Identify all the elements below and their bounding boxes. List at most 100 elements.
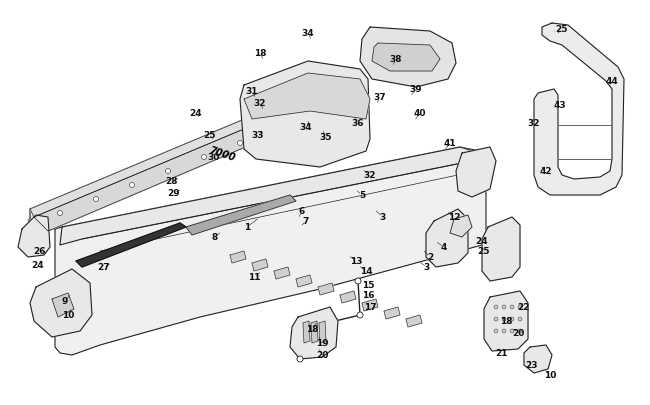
Circle shape xyxy=(518,329,522,333)
Circle shape xyxy=(357,312,363,318)
Text: 11: 11 xyxy=(248,273,260,282)
Text: 4: 4 xyxy=(441,243,447,252)
Polygon shape xyxy=(290,307,338,359)
Polygon shape xyxy=(303,321,310,343)
Polygon shape xyxy=(55,148,486,355)
Polygon shape xyxy=(60,148,486,245)
Polygon shape xyxy=(240,62,370,168)
Text: 30: 30 xyxy=(208,153,220,162)
Text: 18: 18 xyxy=(254,49,266,58)
Text: 42: 42 xyxy=(540,167,552,176)
Polygon shape xyxy=(30,269,92,337)
Text: 24: 24 xyxy=(190,109,202,118)
Polygon shape xyxy=(319,321,326,343)
Text: 36: 36 xyxy=(352,119,364,128)
Text: 20: 20 xyxy=(512,329,524,338)
Text: 3: 3 xyxy=(424,263,430,272)
Polygon shape xyxy=(76,224,186,267)
Circle shape xyxy=(274,127,278,132)
Text: 23: 23 xyxy=(526,360,538,370)
Circle shape xyxy=(494,329,498,333)
Text: 34: 34 xyxy=(300,123,312,132)
Circle shape xyxy=(129,183,135,188)
Text: 32: 32 xyxy=(254,99,266,108)
Polygon shape xyxy=(30,80,358,217)
Circle shape xyxy=(510,305,514,309)
Circle shape xyxy=(518,305,522,309)
Text: 22: 22 xyxy=(518,303,530,312)
Polygon shape xyxy=(244,74,370,120)
Circle shape xyxy=(297,356,303,362)
Circle shape xyxy=(202,155,207,160)
Text: 18: 18 xyxy=(306,325,318,334)
Polygon shape xyxy=(52,293,74,317)
Circle shape xyxy=(166,169,170,174)
Text: 34: 34 xyxy=(302,30,315,38)
Text: 43: 43 xyxy=(554,101,566,110)
Text: 28: 28 xyxy=(166,177,178,186)
Circle shape xyxy=(237,141,242,146)
Text: 5: 5 xyxy=(359,191,365,200)
Text: 29: 29 xyxy=(168,189,180,198)
Text: 35: 35 xyxy=(320,133,332,142)
Circle shape xyxy=(502,305,506,309)
Text: 24: 24 xyxy=(32,261,44,270)
Text: 32: 32 xyxy=(364,171,376,180)
Text: 25: 25 xyxy=(478,247,490,256)
Text: 19: 19 xyxy=(316,339,328,347)
Circle shape xyxy=(502,317,506,321)
Polygon shape xyxy=(18,215,50,257)
Text: 13: 13 xyxy=(350,257,362,266)
Polygon shape xyxy=(318,284,334,295)
Text: 37: 37 xyxy=(374,93,386,102)
Polygon shape xyxy=(186,196,296,235)
Text: 38: 38 xyxy=(390,55,402,64)
Text: 7000: 7000 xyxy=(207,145,237,162)
Text: 2: 2 xyxy=(427,253,433,262)
Text: 3: 3 xyxy=(380,213,386,222)
Text: 6: 6 xyxy=(299,207,305,216)
Text: 24: 24 xyxy=(476,237,488,246)
Polygon shape xyxy=(252,259,268,271)
Polygon shape xyxy=(372,44,440,72)
Text: 39: 39 xyxy=(410,85,422,94)
Circle shape xyxy=(355,278,361,284)
Text: 9: 9 xyxy=(62,297,68,306)
Text: 25: 25 xyxy=(556,26,568,34)
Polygon shape xyxy=(484,291,528,351)
Text: 20: 20 xyxy=(316,351,328,360)
Polygon shape xyxy=(360,28,456,88)
Polygon shape xyxy=(456,148,496,198)
Text: 15: 15 xyxy=(362,281,374,290)
Text: 27: 27 xyxy=(98,263,111,272)
Circle shape xyxy=(309,113,315,118)
Text: 16: 16 xyxy=(362,291,374,300)
Text: 17: 17 xyxy=(364,303,376,312)
Circle shape xyxy=(510,329,514,333)
Text: 44: 44 xyxy=(606,77,618,86)
Polygon shape xyxy=(340,291,356,303)
Polygon shape xyxy=(311,321,318,343)
Text: 26: 26 xyxy=(34,247,46,256)
Text: 32: 32 xyxy=(528,119,540,128)
Circle shape xyxy=(94,197,99,202)
Text: 18: 18 xyxy=(500,317,512,326)
Polygon shape xyxy=(426,209,468,267)
Circle shape xyxy=(510,317,514,321)
Polygon shape xyxy=(230,252,246,263)
Text: 33: 33 xyxy=(252,131,265,140)
Circle shape xyxy=(494,317,498,321)
Polygon shape xyxy=(384,307,400,319)
Text: 31: 31 xyxy=(246,87,258,96)
Polygon shape xyxy=(534,24,624,196)
Polygon shape xyxy=(362,299,378,311)
Polygon shape xyxy=(482,217,520,281)
Text: 1: 1 xyxy=(244,223,250,232)
Circle shape xyxy=(502,329,506,333)
Circle shape xyxy=(494,305,498,309)
Polygon shape xyxy=(30,80,360,231)
Polygon shape xyxy=(524,345,552,373)
Text: 10: 10 xyxy=(62,311,74,320)
Polygon shape xyxy=(296,275,312,287)
Text: 14: 14 xyxy=(359,267,372,276)
